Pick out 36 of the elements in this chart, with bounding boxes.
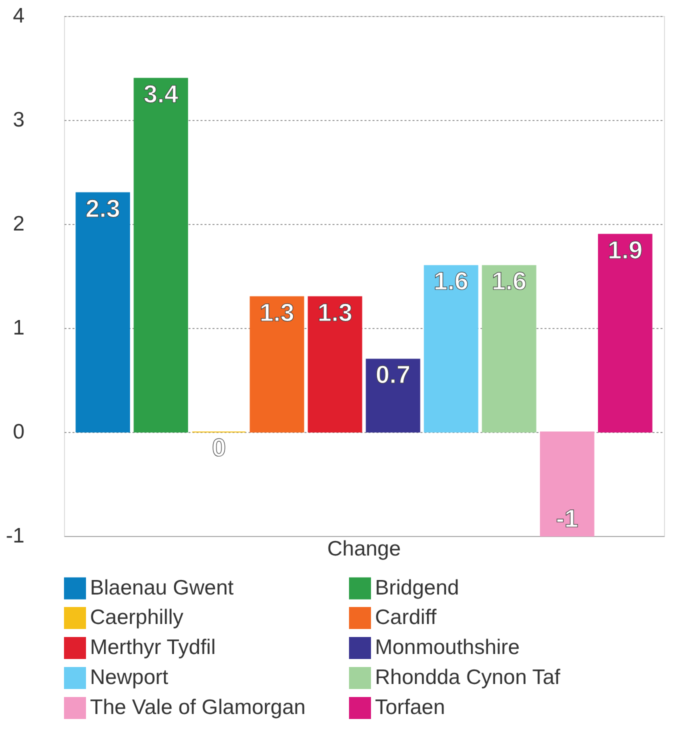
legend-label: Newport bbox=[90, 666, 168, 689]
legend-label: Rhondda Cynon Taf bbox=[375, 666, 560, 689]
legend-label: Caerphilly bbox=[90, 606, 184, 629]
y-tick-label: -1 bbox=[6, 524, 24, 548]
legend-label: The Vale of Glamorgan bbox=[90, 696, 306, 719]
bar bbox=[482, 265, 536, 432]
bar bbox=[308, 296, 362, 432]
data-label: 1.9 bbox=[608, 236, 643, 264]
x-tick-label: Change bbox=[327, 538, 401, 560]
legend-label: Blaenau Gwent bbox=[90, 576, 234, 600]
bar bbox=[540, 432, 594, 536]
legend-label: Monmouthshire bbox=[375, 636, 520, 659]
data-label: 1.3 bbox=[260, 298, 294, 327]
legend-label: Merthyr Tydfil bbox=[90, 636, 216, 659]
y-tick-label: 2 bbox=[12, 212, 24, 236]
y-tick-label: 3 bbox=[12, 108, 24, 132]
data-label: 2.3 bbox=[85, 194, 120, 223]
y-tick-label: 4 bbox=[12, 4, 25, 28]
data-label: 0.7 bbox=[376, 361, 410, 390]
data-label: 0 bbox=[212, 434, 226, 462]
data-label: 3.4 bbox=[143, 80, 178, 108]
legend-label: Bridgend bbox=[375, 576, 460, 600]
bar bbox=[598, 234, 652, 432]
legend-label: Torfaen bbox=[375, 696, 446, 719]
data-label: 1.6 bbox=[434, 268, 468, 296]
data-label: -1 bbox=[556, 505, 578, 533]
bar bbox=[76, 192, 130, 432]
y-tick-label: 1 bbox=[12, 316, 24, 340]
legend-label: Cardiff bbox=[375, 606, 437, 629]
bar bbox=[366, 358, 420, 432]
data-label: 1.6 bbox=[492, 268, 526, 296]
data-label: 1.3 bbox=[318, 298, 352, 327]
bar bbox=[134, 78, 188, 432]
y-tick-label: 0 bbox=[12, 420, 24, 444]
bar bbox=[250, 296, 304, 432]
bar bbox=[424, 265, 478, 432]
